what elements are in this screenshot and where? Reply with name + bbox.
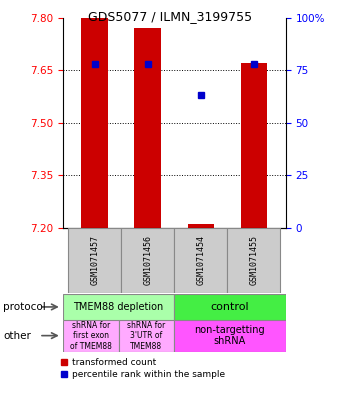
Bar	[187, 224, 214, 228]
Text: shRNA for
first exon
of TMEM88: shRNA for first exon of TMEM88	[70, 321, 112, 351]
Bar	[174, 228, 227, 293]
Bar	[121, 228, 174, 293]
Bar	[135, 28, 161, 228]
Bar	[174, 320, 286, 352]
Text: GDS5077 / ILMN_3199755: GDS5077 / ILMN_3199755	[88, 10, 252, 23]
Bar	[82, 18, 108, 228]
Text: control: control	[210, 302, 249, 312]
Bar	[174, 294, 286, 320]
Bar	[68, 228, 121, 293]
Text: TMEM88 depletion: TMEM88 depletion	[73, 302, 164, 312]
Text: GSM1071454: GSM1071454	[196, 235, 205, 285]
Bar	[240, 63, 267, 228]
Text: GSM1071457: GSM1071457	[90, 235, 99, 285]
Bar	[63, 294, 174, 320]
Text: shRNA for
3'UTR of
TMEM88: shRNA for 3'UTR of TMEM88	[127, 321, 166, 351]
Bar	[63, 320, 119, 352]
Text: GSM1071455: GSM1071455	[249, 235, 258, 285]
Text: non-targetting
shRNA: non-targetting shRNA	[194, 325, 265, 346]
Bar	[119, 320, 174, 352]
Text: GSM1071456: GSM1071456	[143, 235, 152, 285]
Legend: transformed count, percentile rank within the sample: transformed count, percentile rank withi…	[61, 358, 225, 379]
Text: protocol: protocol	[3, 302, 46, 312]
Text: other: other	[3, 331, 31, 341]
Bar	[227, 228, 280, 293]
